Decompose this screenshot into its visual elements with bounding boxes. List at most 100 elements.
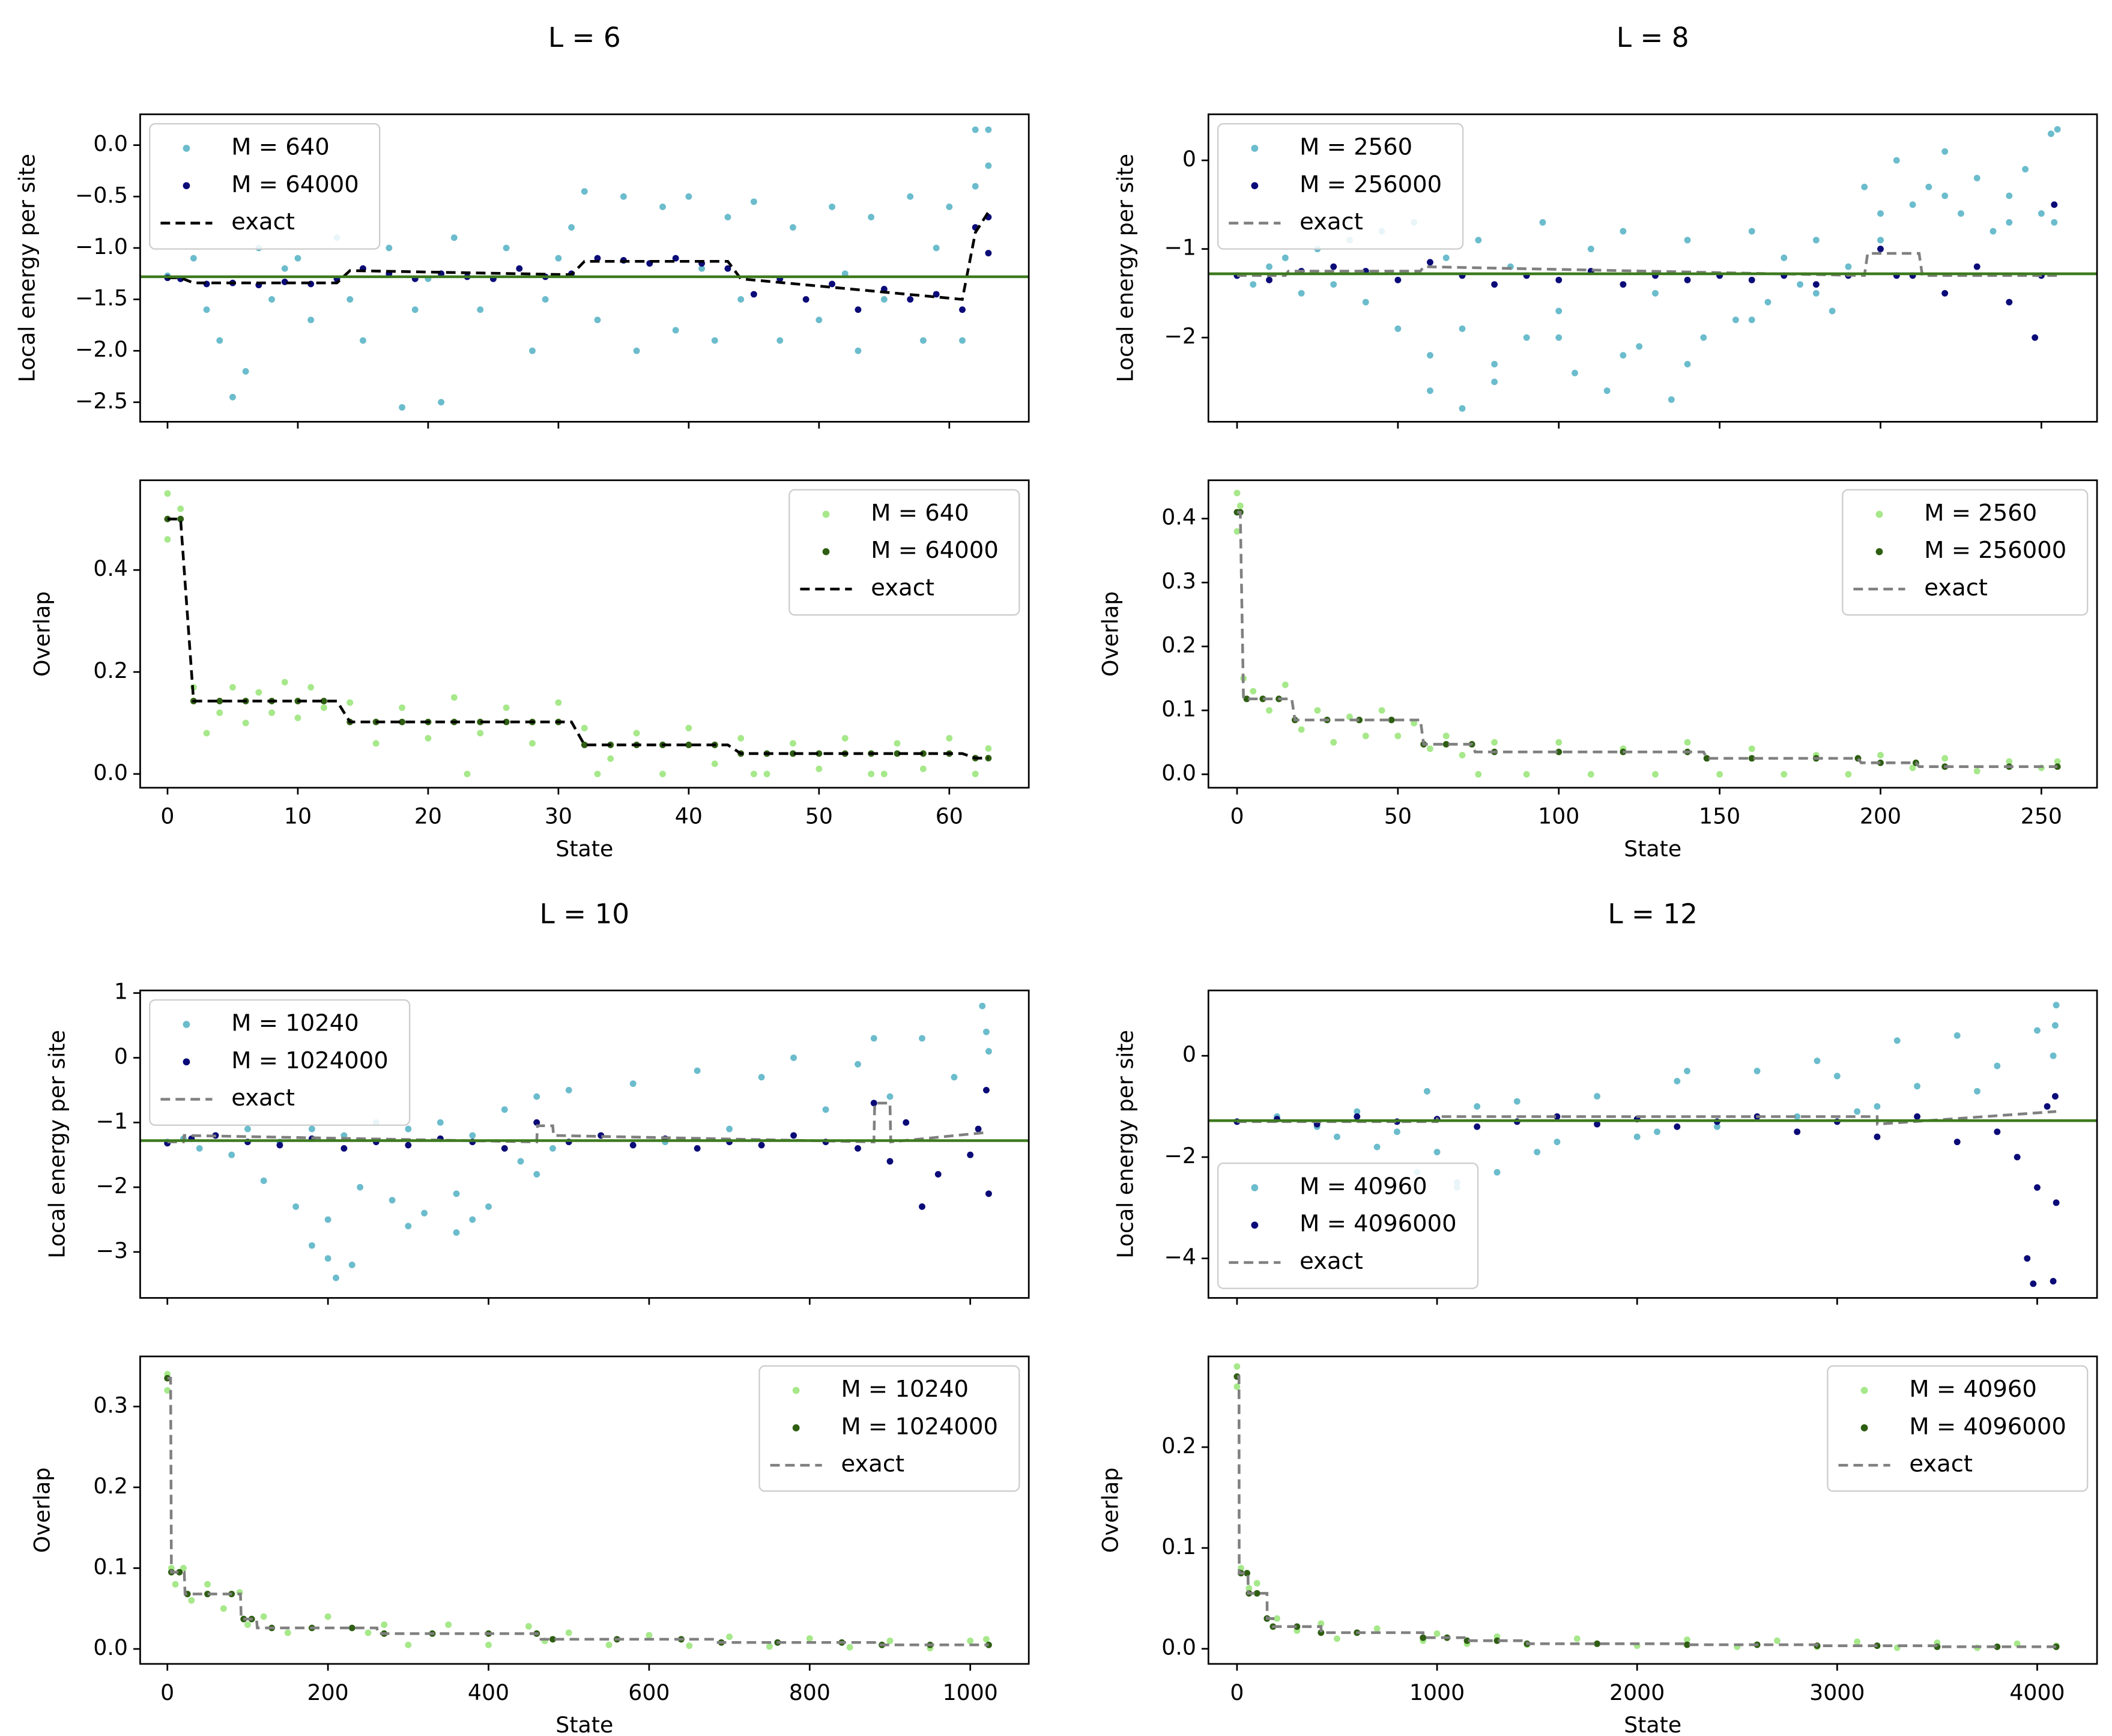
point <box>1459 752 1466 758</box>
point <box>2051 219 2058 226</box>
point <box>1394 733 1402 740</box>
point <box>1781 771 1788 778</box>
point <box>694 1145 701 1152</box>
point <box>503 244 510 252</box>
point <box>841 735 849 742</box>
point <box>967 1638 974 1645</box>
y-axis-label: Overlap <box>1097 1468 1123 1553</box>
point <box>1893 157 1900 164</box>
y-tick-label: 0.0 <box>93 131 128 157</box>
point <box>790 1054 797 1061</box>
plot <box>140 126 1029 411</box>
x-tick-label: 20 <box>414 803 442 829</box>
point <box>188 1597 195 1604</box>
point <box>485 1203 492 1210</box>
legend-marker <box>183 145 190 152</box>
point <box>503 704 510 711</box>
point <box>1732 316 1739 324</box>
point <box>620 193 627 200</box>
point <box>1555 739 1563 746</box>
legend-marker <box>183 182 190 190</box>
point <box>951 1074 958 1081</box>
y-tick-label: 0.2 <box>93 1473 128 1499</box>
point <box>216 709 223 716</box>
legend-label: exact <box>231 1084 295 1111</box>
point <box>445 1621 452 1629</box>
point <box>260 1613 267 1620</box>
point <box>203 730 210 737</box>
point <box>425 735 432 742</box>
subplot: 0.0 −0.5 −1.0 −1.5 −2.0 −2.5 Local energy per … <box>14 22 1030 429</box>
point <box>1281 254 1289 261</box>
point <box>555 255 562 262</box>
legend-label: M = 4096000 <box>1300 1211 1457 1238</box>
point <box>1362 733 1369 740</box>
point <box>333 1274 339 1281</box>
point <box>985 745 992 752</box>
point <box>1636 343 1643 350</box>
point <box>766 1643 773 1650</box>
point <box>607 755 614 762</box>
point <box>477 730 484 737</box>
point <box>372 740 380 747</box>
point <box>2024 1255 2031 1262</box>
point <box>1753 1068 1761 1074</box>
point <box>868 770 875 778</box>
legend-box <box>149 999 411 1126</box>
chart-title: L = 8 <box>1617 22 1689 53</box>
legend-box <box>1217 1163 1479 1289</box>
point <box>1909 201 1916 208</box>
point <box>533 1093 540 1100</box>
point <box>1845 263 1852 270</box>
y-axis-label: Overlap <box>1097 591 1123 677</box>
point <box>959 306 966 313</box>
point <box>485 1641 492 1648</box>
point <box>629 1080 637 1087</box>
subplot: 1 0 −1 −2 −3 Local energy per site L = 10 M = 1… <box>44 898 1030 1305</box>
x-tick-label: 250 <box>2021 803 2062 829</box>
point <box>1652 771 1659 778</box>
legend-label: exact <box>871 575 934 602</box>
point <box>1243 695 1250 703</box>
point <box>2006 219 2013 226</box>
point <box>983 1086 990 1093</box>
point <box>1654 1128 1660 1136</box>
point <box>340 1145 348 1152</box>
point <box>1684 1641 1690 1648</box>
point <box>294 715 301 721</box>
point <box>307 316 315 324</box>
point <box>1854 1108 1861 1115</box>
legend-marker <box>1860 1387 1868 1394</box>
x-axis-label: State <box>555 836 613 862</box>
point <box>1318 1620 1325 1627</box>
point <box>1245 1585 1253 1592</box>
point <box>260 1177 267 1184</box>
legend-label: M = 10240 <box>231 1010 359 1037</box>
point <box>1298 726 1305 733</box>
point <box>220 1605 227 1612</box>
point <box>164 536 171 543</box>
legend-box <box>1842 489 2089 616</box>
x-tick-label: 100 <box>1538 803 1579 829</box>
x-tick-label: 200 <box>1860 803 1901 829</box>
point <box>1393 1128 1400 1136</box>
point <box>1914 1113 1921 1120</box>
point <box>255 689 262 696</box>
x-tick-label: 50 <box>1384 803 1412 829</box>
legend-marker <box>1875 510 1883 518</box>
axes-frame <box>1207 479 2098 789</box>
point <box>324 1613 331 1620</box>
point <box>1555 748 1563 755</box>
point <box>633 347 640 354</box>
point <box>565 1629 572 1636</box>
point <box>983 1028 990 1035</box>
point <box>629 1142 637 1149</box>
y-tick-label: −1 <box>96 1108 128 1134</box>
point <box>750 770 757 778</box>
point <box>346 296 354 303</box>
point <box>726 1125 733 1133</box>
y-tick-label: −2 <box>1164 1143 1196 1169</box>
legend-marker <box>1251 145 1259 152</box>
y-tick-label: 0.2 <box>93 658 128 683</box>
point <box>2050 1278 2057 1285</box>
